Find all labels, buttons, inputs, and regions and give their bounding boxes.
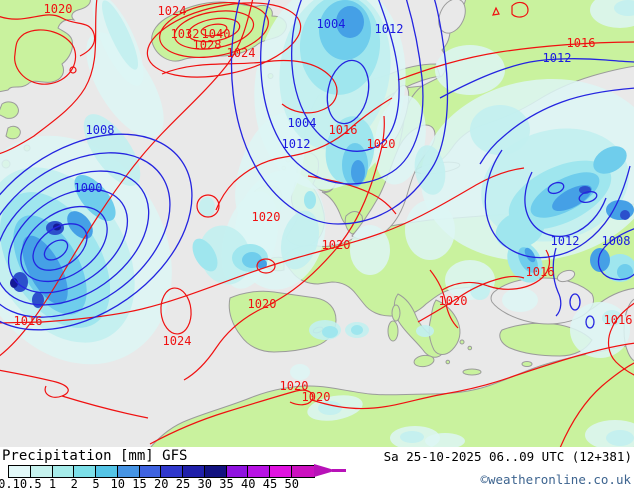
scale-swatch [248,466,270,477]
isobar-label-1000: 1000 [74,181,103,195]
scale-tick-label: 45 [262,477,278,490]
scale-tick-label: 35 [219,477,234,490]
isobar-label-1008: 1008 [602,234,631,248]
isobar-label-1016: 1016 [329,123,358,137]
scale-tick-label: 15 [132,477,147,490]
scale-swatch [226,466,249,477]
land-corsica [391,304,401,322]
isobar-label-1032: 1032 [171,27,200,41]
precip-scale-arrow [314,464,346,477]
scale-swatch [9,466,31,477]
scale-swatch [74,466,96,477]
scale-tick-label: 2 [70,477,78,490]
isobar-label-1020: 1020 [252,210,281,224]
land-balkans-greece [428,299,473,365]
isobar-label-1016: 1016 [14,314,43,328]
isobar-label-1024: 1024 [163,334,192,348]
scale-tick-label: 0.1 [0,477,20,490]
scale-tick-label: 0.5 [19,477,42,490]
isobar-label-1020: 1020 [367,137,396,151]
isobar-label-1016: 1016 [604,313,633,327]
land-sicily [413,354,435,368]
precip-scale-bar [8,465,315,478]
isobars-blue [0,0,634,331]
copyright: ©weatheronline.co.uk [480,472,631,487]
isobar-label-1028: 1028 [193,38,222,52]
land-greenland [0,0,91,93]
isobar-label-1012: 1012 [282,137,311,151]
isobar-label-1020: 1020 [248,297,277,311]
scale-swatch [139,466,162,477]
scale-tick-label: 20 [154,477,169,490]
scale-tick-label: 40 [241,477,256,490]
scale-tick-label: 30 [197,477,212,490]
scale-swatch [30,466,53,477]
land-crete [462,368,482,376]
scale-swatch [291,466,314,477]
isobar-label-1008: 1008 [86,123,115,137]
sea-azov [556,269,576,283]
forecast-timestamp: Sa 25-10-2025 06..09 UTC (12+381) [383,449,632,464]
isobar-label-1012: 1012 [375,22,404,36]
isobar-label-1020: 1020 [44,2,73,16]
isobar-label-1012: 1012 [551,234,580,248]
land-sardinia [387,320,399,342]
scale-swatch [52,466,75,477]
sea-white-sea [438,0,466,34]
scale-tick-label: 25 [175,477,191,490]
isobar-label-1016: 1016 [526,265,555,279]
isobar-label-1020: 1020 [302,390,331,404]
isobar-label-1004: 1004 [317,17,346,31]
isobars-red [0,0,634,447]
scale-swatch [96,466,118,477]
isobar-label-1040: 1040 [202,27,231,41]
scale-swatch [117,466,140,477]
isobar-label-1012: 1012 [543,51,572,65]
isobar-label-1020: 1020 [439,294,468,308]
legend-title: Precipitation [mm] GFS [2,448,188,464]
isobar-label-1004: 1004 [288,116,317,130]
scale-tick-label: 5 [92,477,100,490]
isobar-label-1016: 1016 [567,36,596,50]
scale-swatch [161,466,183,477]
isobar-label-1020: 1020 [322,238,351,252]
isobar-label-1024: 1024 [158,4,187,18]
isobar-label-1020: 1020 [280,379,309,393]
scale-swatch [183,466,205,477]
isobar-label-1024: 1024 [227,46,256,60]
scale-swatch [204,466,227,477]
scale-tick-label: 50 [284,477,299,490]
scale-swatch [270,466,292,477]
scale-tick-label: 10 [110,477,125,490]
scale-tick-label: 1 [48,477,57,490]
land-cyprus [521,361,533,367]
